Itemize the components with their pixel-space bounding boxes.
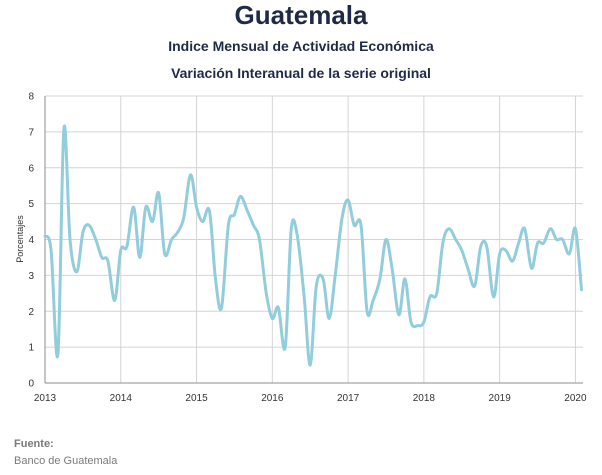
x-tick-label: 2018: [413, 393, 436, 404]
source-label: Fuente:: [14, 438, 54, 450]
series-line: [43, 124, 583, 367]
x-tick-label: 2014: [110, 393, 133, 404]
y-tick-label: 1: [28, 343, 34, 354]
chart-subtitle-2: Variación Interanual de la serie origina…: [171, 65, 431, 81]
y-tick-label: 6: [28, 163, 34, 174]
x-tick-label: 2020: [564, 393, 587, 404]
chart-title: Guatemala: [234, 0, 368, 30]
y-tick-label: 0: [28, 379, 34, 390]
y-tick-label: 4: [28, 235, 34, 246]
axis-layer: 0 1 2 3 4 5 6 7 8 2013 2014 2015 2016 2017 2018 2019 202…: [28, 92, 587, 405]
x-tick-label: 2019: [489, 393, 512, 404]
x-tick-label: 2015: [185, 393, 208, 404]
y-tick-label: 7: [28, 127, 34, 138]
grid-layer: [45, 95, 583, 383]
series-layer: [43, 124, 583, 367]
x-tick-label: 2017: [337, 393, 360, 404]
source-value: Banco de Guatemala: [14, 455, 118, 467]
y-tick-label: 8: [28, 92, 34, 103]
x-tick-label: 2016: [261, 393, 284, 404]
x-tick-label: 2013: [34, 393, 57, 404]
chart-subtitle-1: Indice Mensual de Actividad Económica: [168, 38, 434, 54]
y-tick-label: 3: [28, 271, 34, 282]
y-tick-label: 5: [28, 199, 34, 210]
y-axis-label: Porcentajes: [15, 215, 25, 263]
y-tick-label: 2: [28, 307, 34, 318]
